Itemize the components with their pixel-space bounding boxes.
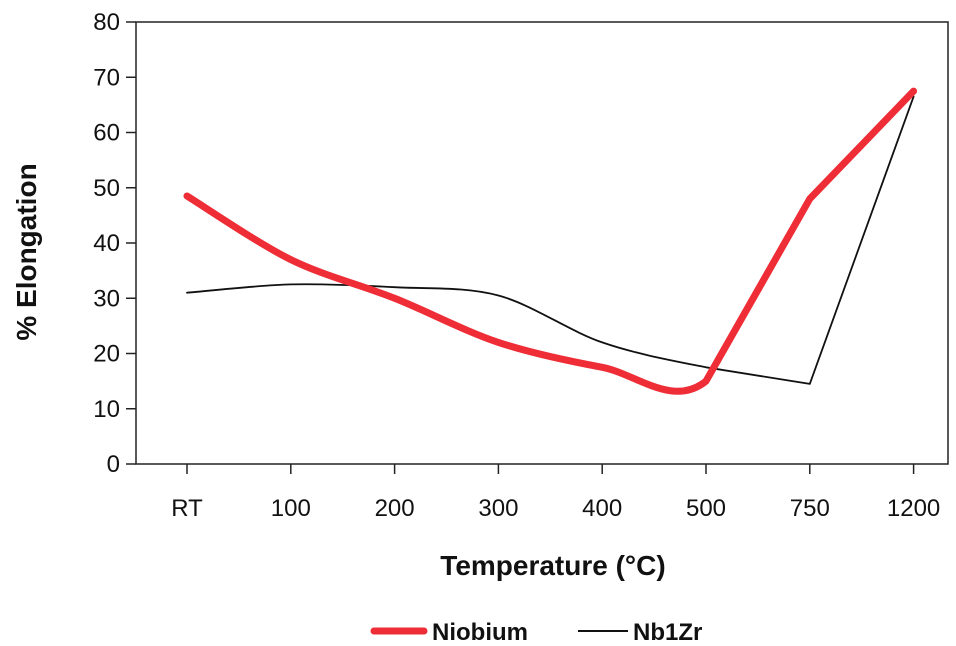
y-axis-ticks: 0 10 20 30 40 50 60 70 80 (93, 9, 136, 478)
x-tick-label: 200 (375, 495, 415, 522)
x-axis-title: Temperature (°C) (440, 550, 665, 581)
data-point-nb1zr (394, 286, 396, 288)
x-axis-ticks: RT 100 200 300 400 500 750 1200 (171, 464, 940, 522)
x-tick-label: 1200 (887, 495, 940, 522)
data-point-niobium (910, 88, 917, 95)
data-point-niobium (287, 256, 294, 263)
data-point-nb1zr (809, 383, 811, 385)
data-point-nb1zr (705, 366, 707, 368)
series-line-nb1zr (186, 95, 915, 385)
data-point-niobium (184, 193, 191, 200)
data-point-nb1zr (186, 292, 188, 294)
series-layer (183, 87, 918, 395)
y-tick-label: 40 (93, 230, 120, 257)
y-tick-label: 20 (93, 341, 120, 368)
data-point-niobium (391, 295, 398, 302)
x-tick-label: 100 (271, 495, 311, 522)
plot-frame (135, 21, 949, 465)
legend-label-nb1zr: Nb1Zr (633, 619, 702, 646)
y-tick-label: 30 (93, 285, 120, 312)
legend-label-niobium: Niobium (432, 619, 528, 646)
x-tick-label: 400 (582, 495, 622, 522)
series-line-niobium (183, 87, 918, 395)
y-tick-label: 0 (107, 451, 120, 478)
data-point-nb1zr (601, 341, 603, 343)
y-tick-label: 80 (93, 9, 120, 36)
x-tick-label: 500 (686, 495, 726, 522)
data-point-niobium (806, 195, 813, 202)
data-point-niobium (599, 364, 606, 371)
y-axis-title: % Elongation (11, 163, 42, 340)
data-point-niobium (703, 378, 710, 385)
x-tick-label: RT (171, 495, 203, 522)
x-tick-label: 750 (790, 495, 830, 522)
y-tick-label: 10 (93, 396, 120, 423)
data-point-nb1zr (497, 294, 499, 296)
y-tick-label: 70 (93, 64, 120, 91)
plot-border (135, 21, 949, 465)
y-tick-label: 50 (93, 175, 120, 202)
y-tick-label: 60 (93, 120, 120, 147)
legend: Niobium Nb1Zr (370, 619, 702, 646)
x-tick-label: 300 (478, 495, 518, 522)
data-point-niobium (495, 339, 502, 346)
data-point-nb1zr (290, 283, 292, 285)
